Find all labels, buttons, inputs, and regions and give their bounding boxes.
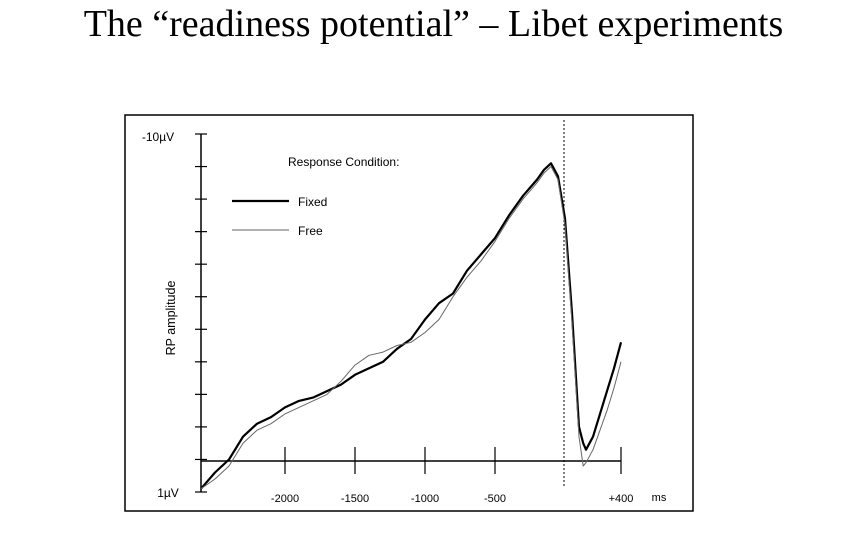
rp-figure: -2000 -1500 -1000 -500 +400 -10µV 1µV RP amp… — [124, 114, 694, 512]
y-axis-title: RP amplitude — [164, 281, 178, 356]
legend: Response Condition: Fixed Free — [232, 155, 399, 238]
figure-frame — [124, 114, 694, 512]
axes: -2000 -1500 -1000 -500 +400 — [195, 120, 633, 505]
y-top-label: -10µV — [142, 130, 174, 144]
y-ticks — [195, 133, 207, 493]
y-bottom-label: 1µV — [157, 486, 179, 500]
x-unit-label: ms — [652, 492, 667, 504]
rp-chart: -2000 -1500 -1000 -500 +400 -10µV 1µV RP amp… — [124, 114, 694, 512]
x-tick-label: +400 — [609, 493, 634, 505]
series-line-fixed — [200, 162, 623, 490]
x-tick-label: -2000 — [271, 493, 299, 505]
legend-label-fixed: Fixed — [298, 195, 327, 209]
series-line-free — [200, 166, 622, 490]
x-tick-label: -500 — [484, 493, 506, 505]
legend-label-free: Free — [298, 224, 323, 238]
series-layer — [200, 162, 623, 490]
legend-title: Response Condition: — [288, 155, 399, 169]
x-ticks: -2000 -1500 -1000 -500 +400 — [271, 447, 633, 505]
x-tick-label: -1000 — [411, 493, 439, 505]
x-tick-label: -1500 — [341, 493, 369, 505]
slide-title: The “readiness potential” – Libet experi… — [83, 3, 784, 45]
